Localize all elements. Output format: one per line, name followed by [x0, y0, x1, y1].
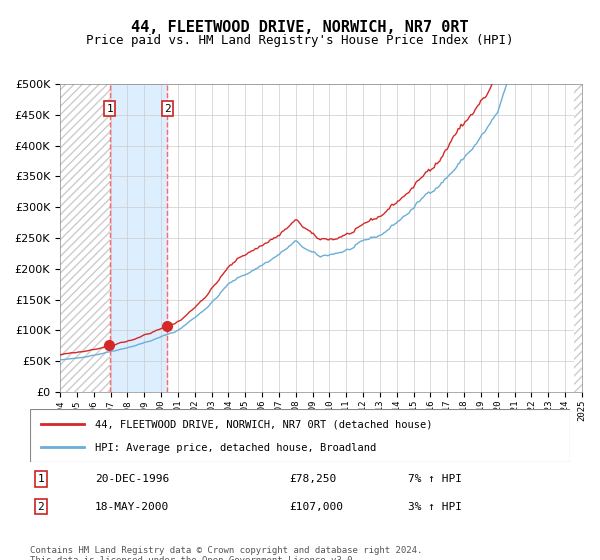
Text: 3% ↑ HPI: 3% ↑ HPI: [408, 502, 462, 512]
Bar: [60, 84, 110, 392]
Text: 44, FLEETWOOD DRIVE, NORWICH, NR7 0RT (detached house): 44, FLEETWOOD DRIVE, NORWICH, NR7 0RT (d…: [95, 420, 432, 430]
FancyBboxPatch shape: [30, 409, 570, 462]
Text: 18-MAY-2000: 18-MAY-2000: [95, 502, 169, 512]
Text: 2: 2: [164, 104, 171, 114]
Text: Contains HM Land Registry data © Crown copyright and database right 2024.
This d: Contains HM Land Registry data © Crown c…: [30, 546, 422, 560]
Text: £78,250: £78,250: [289, 474, 337, 484]
Text: 20-DEC-1996: 20-DEC-1996: [95, 474, 169, 484]
Bar: [110, 84, 167, 392]
Text: Price paid vs. HM Land Registry's House Price Index (HPI): Price paid vs. HM Land Registry's House …: [86, 34, 514, 46]
Bar: [574, 84, 590, 392]
Text: 44, FLEETWOOD DRIVE, NORWICH, NR7 0RT: 44, FLEETWOOD DRIVE, NORWICH, NR7 0RT: [131, 20, 469, 35]
Text: HPI: Average price, detached house, Broadland: HPI: Average price, detached house, Broa…: [95, 443, 376, 453]
Text: 7% ↑ HPI: 7% ↑ HPI: [408, 474, 462, 484]
Text: £107,000: £107,000: [289, 502, 343, 512]
Text: 2: 2: [37, 502, 44, 512]
Text: 1: 1: [37, 474, 44, 484]
Text: 1: 1: [106, 104, 113, 114]
